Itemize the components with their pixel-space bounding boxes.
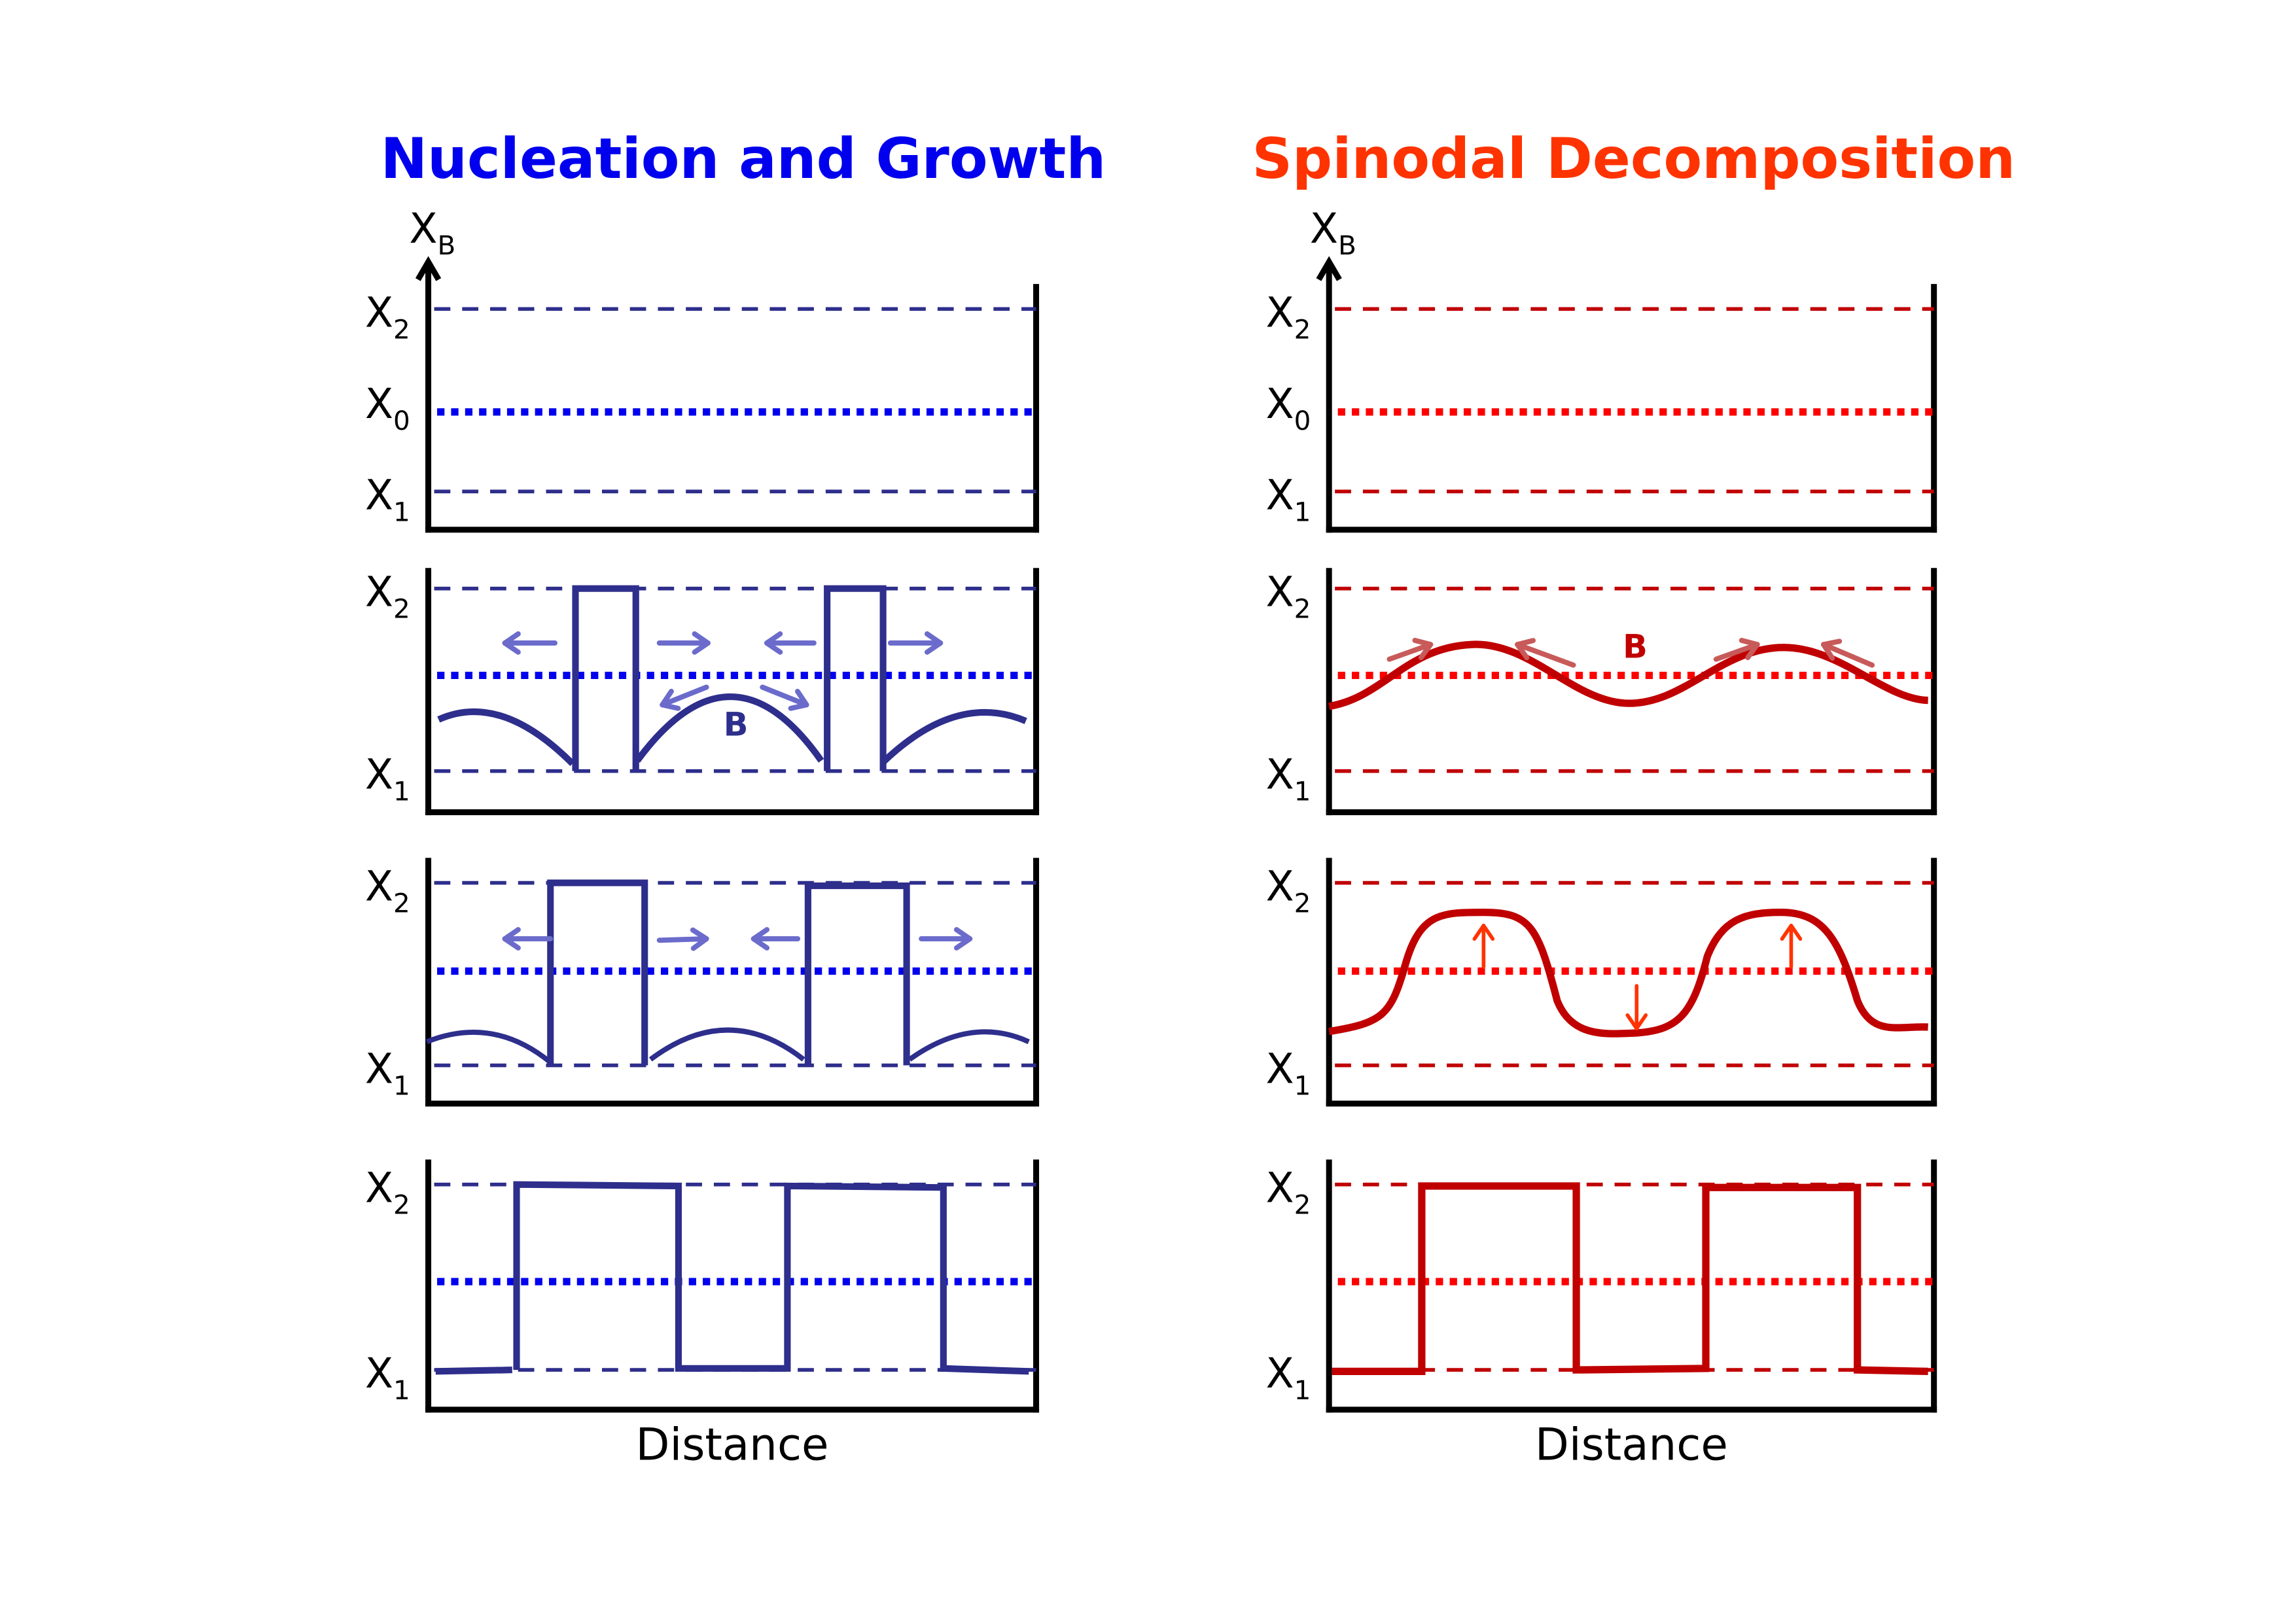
column-nucleation-growth: XB X2 X1 X0 X2 X1 X2 X1 X2 X1 B Distance [365, 205, 1040, 1470]
ng-stage-1-panel: XB X2 X1 X0 [365, 205, 1040, 533]
uphill-diffusion-arrow-icon [1386, 637, 1434, 662]
matrix-1 [425, 1030, 552, 1065]
diffusion-arrow-right-icon [919, 927, 973, 951]
y-axis-label-xb: XB [1310, 205, 1356, 261]
diffusion-arrow-right-icon [656, 631, 711, 655]
sd-stage-1-panel: XB X2 X1 X0 [1265, 205, 1937, 533]
nucleus-2 [824, 585, 887, 771]
title-spinodal-decomposition: Spinodal Decomposition [1252, 127, 2015, 192]
x0-label: X0 [1265, 380, 1311, 436]
diffusion-arrow-left-icon [660, 684, 709, 711]
diffusion-arrow-left-icon [751, 927, 801, 951]
sd-stage-4-profile [1332, 1182, 1928, 1375]
depleted-matrix-3 [881, 708, 1027, 765]
x1-label: X1 [1265, 751, 1311, 807]
column-spinodal-decomposition: XB X2 X1 X0 X2 X1 X2 X1 X2 X1 B Distance [1265, 205, 1937, 1470]
x2-label: X2 [1265, 863, 1311, 919]
sd-stage-2-profile: B [1328, 627, 1929, 710]
diffusion-arrow-right-icon [760, 684, 809, 711]
uphill-diffusion-arrow-icon [1515, 638, 1576, 668]
x1-label: X1 [365, 1350, 410, 1406]
depleted-matrix-2 [634, 693, 824, 763]
matrix-2 [648, 1027, 805, 1062]
x0-label: X0 [365, 380, 410, 436]
amplitude-growth-arrow-up-icon [1472, 924, 1495, 969]
x-axis-label-distance: Distance [1535, 1418, 1728, 1470]
diffusion-arrow-right-icon [656, 927, 709, 951]
amplitude-growth-arrow-up-icon [1780, 924, 1803, 969]
uphill-diffusion-arrow-icon [1821, 638, 1875, 668]
nucleus-1 [572, 585, 639, 771]
amplified-fluctuation [1328, 908, 1928, 1038]
x1-label: X1 [1265, 1045, 1311, 1101]
equilibrium-profile [435, 1181, 1029, 1375]
annotation-b: B [724, 706, 749, 744]
x1-label: X1 [1265, 471, 1311, 527]
sd-stage-3-profile [1328, 908, 1928, 1038]
x2-label: X2 [365, 863, 410, 919]
y-axis-label-xb: XB [409, 205, 455, 261]
equilibrium-profile [1332, 1182, 1928, 1375]
y-axis-arrowhead-icon [1316, 256, 1342, 281]
ng-stage-2-panel: X2 X1 [365, 568, 1040, 816]
precipitate-1 [547, 879, 648, 1066]
ng-stage-3-panel: X2 X1 [365, 858, 1040, 1107]
y-axis-arrowhead-icon [415, 256, 442, 281]
x1-label: X1 [1265, 1350, 1311, 1406]
depleted-matrix-1 [437, 708, 575, 766]
x1-label: X1 [365, 1045, 410, 1101]
sd-stage-3-panel: X2 X1 [1265, 858, 1937, 1107]
ng-stage-4-panel: X2 X1 [365, 1159, 1040, 1413]
annotation-b: B [1623, 627, 1648, 665]
x1-label: X1 [365, 471, 410, 527]
x2-label: X2 [1265, 288, 1311, 345]
x-axis-label-distance: Distance [636, 1418, 829, 1470]
x2-label: X2 [1265, 568, 1311, 625]
amplitude-growth-arrow-down-icon [1625, 984, 1648, 1031]
diffusion-arrow-left-icon [502, 927, 554, 951]
ng-stage-2-profile: B [437, 585, 1027, 771]
uphill-diffusion-arrow-icon [1713, 637, 1760, 662]
matrix-3 [908, 1029, 1030, 1062]
ng-stage-3-profile [425, 879, 1030, 1066]
diffusion-arrow-left-icon [764, 631, 817, 655]
x2-label: X2 [365, 568, 410, 625]
x2-label: X2 [365, 1164, 410, 1221]
precipitate-2 [804, 882, 910, 1066]
x1-label: X1 [365, 751, 410, 807]
diffusion-arrow-left-icon [502, 631, 557, 655]
title-nucleation-growth: Nucleation and Growth [381, 127, 1106, 192]
ng-stage-4-profile [435, 1181, 1029, 1375]
diffusion-arrow-right-icon [887, 631, 944, 655]
x2-label: X2 [1265, 1164, 1311, 1221]
x2-label: X2 [365, 288, 410, 345]
sd-stage-2-panel: X2 X1 [1265, 568, 1937, 816]
